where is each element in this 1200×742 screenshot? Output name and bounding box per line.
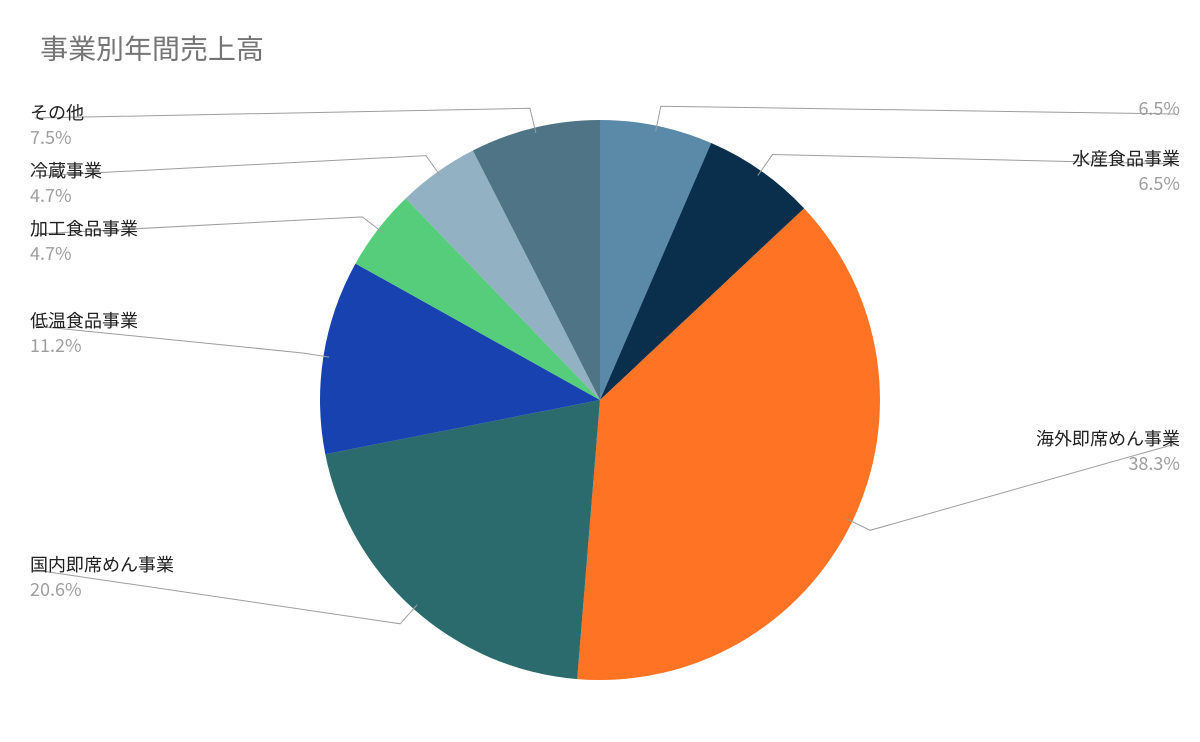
slice-label-name: その他 [30,100,84,125]
slice-label-name: 加工食品事業 [30,216,138,241]
slice-label-name: 水産食品事業 [1072,146,1180,171]
slice-label-pct: 20.6% [30,577,174,602]
slice-label: 冷蔵事業4.7% [30,158,102,208]
leader-line [35,108,536,133]
pie-chart-svg [0,0,1200,742]
slice-label-pct: 7.5% [30,125,84,150]
slice-label-pct: 4.7% [30,241,138,266]
slice-label-name: 冷蔵事業 [30,158,102,183]
chart-container: 事業別年間売上高 6.5%水産食品事業6.5%海外即席めん事業38.3%国内即席… [0,0,1200,742]
slice-label-name: 国内即席めん事業 [30,552,174,577]
slice-label: 加工食品事業4.7% [30,216,138,266]
slice-label: 水産食品事業6.5% [1072,146,1180,196]
slice-label: その他7.5% [30,100,84,150]
leader-line [656,106,1175,131]
slice-label-name: 低温食品事業 [30,308,138,333]
slice-label-pct: 11.2% [30,333,138,358]
slice-label: 低温食品事業11.2% [30,308,138,358]
slice-label-pct: 6.5% [1138,96,1180,121]
slice-label: 国内即席めん事業20.6% [30,552,174,602]
slice-label-pct: 4.7% [30,183,102,208]
slice-label-name: 海外即席めん事業 [1036,426,1180,451]
slice-label: 6.5% [1138,96,1180,121]
slice-label-pct: 38.3% [1036,451,1180,476]
slice-label-pct: 6.5% [1072,171,1180,196]
pie-group [320,120,880,680]
slice-label: 海外即席めん事業38.3% [1036,426,1180,476]
